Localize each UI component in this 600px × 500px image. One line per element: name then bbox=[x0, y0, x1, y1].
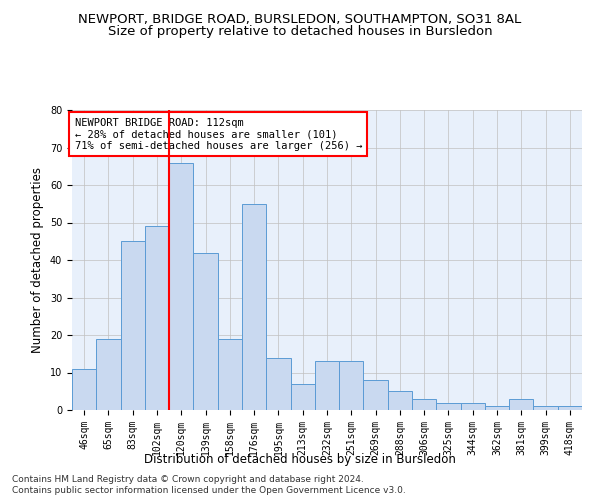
Bar bbox=[558, 406, 582, 410]
Y-axis label: Number of detached properties: Number of detached properties bbox=[31, 167, 44, 353]
Bar bbox=[96, 339, 121, 410]
Bar bbox=[72, 369, 96, 410]
Text: Contains public sector information licensed under the Open Government Licence v3: Contains public sector information licen… bbox=[12, 486, 406, 495]
Bar bbox=[533, 406, 558, 410]
Text: NEWPORT, BRIDGE ROAD, BURSLEDON, SOUTHAMPTON, SO31 8AL: NEWPORT, BRIDGE ROAD, BURSLEDON, SOUTHAM… bbox=[79, 12, 521, 26]
Bar bbox=[412, 399, 436, 410]
Bar bbox=[461, 402, 485, 410]
Text: NEWPORT BRIDGE ROAD: 112sqm
← 28% of detached houses are smaller (101)
71% of se: NEWPORT BRIDGE ROAD: 112sqm ← 28% of det… bbox=[74, 118, 362, 150]
Text: Contains HM Land Registry data © Crown copyright and database right 2024.: Contains HM Land Registry data © Crown c… bbox=[12, 475, 364, 484]
Bar bbox=[121, 242, 145, 410]
Bar bbox=[266, 358, 290, 410]
Bar bbox=[193, 252, 218, 410]
Bar bbox=[339, 361, 364, 410]
Bar bbox=[290, 384, 315, 410]
Text: Distribution of detached houses by size in Bursledon: Distribution of detached houses by size … bbox=[144, 452, 456, 466]
Bar bbox=[436, 402, 461, 410]
Bar bbox=[169, 162, 193, 410]
Bar bbox=[315, 361, 339, 410]
Bar bbox=[364, 380, 388, 410]
Bar bbox=[218, 339, 242, 410]
Bar bbox=[485, 406, 509, 410]
Text: Size of property relative to detached houses in Bursledon: Size of property relative to detached ho… bbox=[107, 25, 493, 38]
Bar bbox=[242, 204, 266, 410]
Bar bbox=[145, 226, 169, 410]
Bar bbox=[388, 391, 412, 410]
Bar bbox=[509, 399, 533, 410]
